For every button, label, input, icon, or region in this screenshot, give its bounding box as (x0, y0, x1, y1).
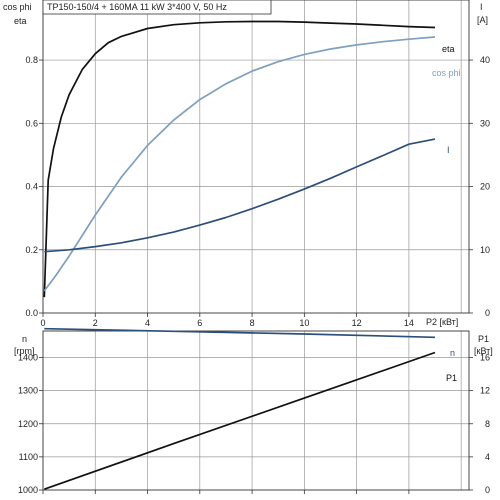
top-tick-labels: 0 2 4 6 8 10 12 14 0.0 0.2 0.4 0.6 0.8 0 10 20 30 40 (25, 55, 490, 328)
bottom-grid (39, 331, 473, 494)
x-tick-label: 2 (93, 318, 98, 328)
eta-series-label: eta (442, 44, 455, 54)
series-line-p1 (44, 351, 436, 491)
i-series-label: I (447, 145, 450, 155)
series-line-i (44, 138, 436, 253)
p1-series-label: P1 (446, 373, 457, 383)
right-axis-label-i: I (480, 2, 483, 12)
left-tick-label: 1000 (18, 485, 38, 495)
n-series-label: n (450, 348, 455, 358)
left-tick-label: 0.0 (25, 308, 38, 318)
top-grid (39, 0, 473, 317)
series-line-cos-phi (43, 36, 436, 292)
right-tick-label: 20 (480, 182, 490, 192)
speed-power-panel: 1000 1100 1200 1300 1400 0 4 8 12 16 n [rpm] P1 [… (14, 327, 493, 496)
x-tick-label: 10 (299, 318, 309, 328)
left-axis-unit-rpm: [rpm] (14, 346, 35, 356)
series-line-n (44, 327, 436, 339)
left-axis-label-n: n (22, 334, 27, 344)
left-tick-label: 0.6 (25, 118, 38, 128)
bottom-series-layer (44, 327, 436, 491)
right-tick-label: 30 (480, 118, 490, 128)
x-tick-label: 6 (197, 318, 202, 328)
right-tick-label: 0 (485, 485, 490, 495)
x-tick-label: 0 (40, 318, 45, 328)
right-tick-label: 16 (480, 353, 490, 363)
left-tick-label: 0.4 (25, 182, 38, 192)
right-tick-label: 12 (480, 386, 490, 396)
left-tick-label: 0.2 (25, 245, 38, 255)
left-axis-label-eta: eta (14, 16, 27, 26)
top-plot-frame (42, 0, 470, 314)
left-tick-label: 1300 (18, 386, 38, 396)
cosphi-series-label: cos phi (432, 68, 461, 78)
series-line-eta (43, 20, 436, 298)
right-tick-label: 10 (480, 245, 490, 255)
right-tick-label: 8 (485, 419, 490, 429)
left-tick-label: 0.8 (25, 55, 38, 65)
right-tick-label: 40 (480, 55, 490, 65)
x-tick-label: 12 (352, 318, 362, 328)
left-tick-label: 1400 (18, 353, 38, 363)
chart-title-box (42, 0, 272, 15)
efficiency-current-panel: 0 2 4 6 8 10 12 14 0.0 0.2 0.4 0.6 0.8 0 10 20 30 40 TP15… (3, 0, 490, 328)
left-tick-label: 1100 (19, 452, 38, 462)
bottom-tick-labels: 1000 1100 1200 1300 1400 0 4 8 12 16 (18, 353, 490, 496)
chart-title: TP150-150/4 + 160MA 11 kW 3*400 V, 50 Hz (47, 2, 227, 12)
right-tick-label: 0 (485, 308, 490, 318)
x-tick-label: 14 (404, 318, 414, 328)
x-axis-label: P2 [кВт] (426, 317, 458, 327)
right-tick-label: 4 (485, 452, 490, 462)
x-tick-label: 8 (250, 318, 255, 328)
right-axis-unit-kw: [кВт] (474, 346, 493, 356)
left-tick-label: 1200 (18, 419, 38, 429)
left-axis-label-cosphi: cos phi (3, 2, 32, 12)
right-axis-label-p1: P1 (478, 334, 489, 344)
x-tick-label: 4 (145, 318, 150, 328)
right-axis-unit-a: [A] (477, 15, 488, 25)
top-series-layer (43, 20, 436, 298)
bottom-plot-frame (42, 330, 470, 491)
